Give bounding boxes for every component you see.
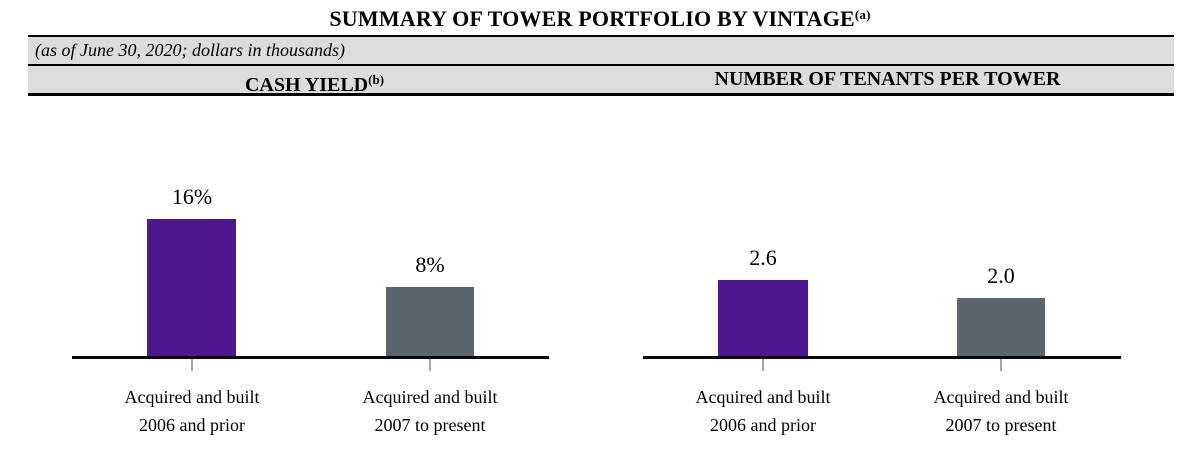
category-label-line2: 2006 and prior — [710, 415, 816, 435]
section-header-cash-yield: CASH YIELD(b) — [28, 66, 601, 96]
value-label: 16% — [171, 184, 213, 209]
bar-2006-and-prior — [147, 219, 236, 356]
category-label: Acquired and built 2007 to present — [881, 383, 1121, 439]
category-label-line1: Acquired and built — [695, 387, 831, 407]
category-label-line2: 2007 to present — [945, 415, 1057, 435]
axis-tick — [1000, 359, 1002, 371]
bar-2007-to-present — [386, 287, 474, 356]
page-title: SUMMARY OF TOWER PORTFOLIO BY VINTAGE(a) — [0, 6, 1200, 32]
category-label: Acquired and built 2006 and prior — [643, 383, 883, 439]
bar-2006-and-prior — [718, 280, 808, 356]
cash-yield-label: CASH YIELD — [244, 74, 369, 96]
axis-tick — [191, 359, 193, 371]
header-band: (as of June 30, 2020; dollars in thousan… — [28, 35, 1174, 96]
x-axis-line — [72, 356, 549, 359]
category-label: Acquired and built 2007 to present — [310, 383, 550, 439]
axis-tick — [429, 359, 431, 371]
category-label: Acquired and built 2006 and prior — [72, 383, 312, 439]
as-of-note: (as of June 30, 2020; dollars in thousan… — [28, 37, 1174, 64]
section-header-tenants-per-tower: NUMBER OF TENANTS PER TOWER — [601, 66, 1174, 93]
footnote-marker-b: (b) — [368, 72, 385, 87]
header-top-rule — [28, 35, 1174, 37]
axis-tick — [762, 359, 764, 371]
bar-2007-to-present — [957, 298, 1045, 356]
x-axis-line — [643, 356, 1121, 359]
tenants-per-tower-label: NUMBER OF TENANTS PER TOWER — [714, 68, 1061, 90]
footnote-marker-a: (a) — [854, 7, 871, 22]
category-label-line1: Acquired and built — [933, 387, 1069, 407]
value-label: 2.0 — [987, 263, 1015, 288]
section-header-row: CASH YIELD(b) NUMBER OF TENANTS PER TOWE… — [28, 66, 1174, 96]
category-label-line2: 2007 to present — [374, 415, 486, 435]
category-label-line2: 2006 and prior — [139, 415, 245, 435]
header-bottom-rule — [28, 93, 1174, 96]
value-label: 2.6 — [749, 245, 777, 270]
category-label-line1: Acquired and built — [362, 387, 498, 407]
header-middle-rule — [28, 64, 1174, 66]
value-label: 8% — [415, 252, 445, 277]
category-label-line1: Acquired and built — [124, 387, 260, 407]
page-title-text: SUMMARY OF TOWER PORTFOLIO BY VINTAGE — [329, 6, 855, 31]
